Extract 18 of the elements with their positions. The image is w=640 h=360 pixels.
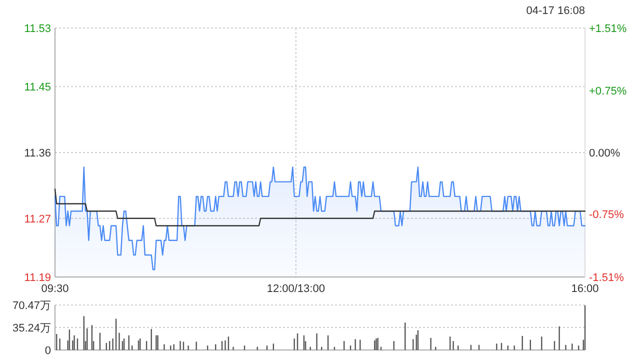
y2-tick-label: +0.75%: [589, 86, 627, 98]
y-tick-label: 0: [44, 344, 51, 357]
y2-tick-label: 0.00%: [589, 147, 620, 160]
y2-tick-label: +1.51%: [589, 22, 627, 35]
y2-tick-label: -1.51%: [589, 272, 624, 284]
y-tick-label: 35.24万: [12, 322, 51, 334]
x-tick-label: 09:30: [41, 283, 69, 295]
x-tick-label: 12:00/13:00: [266, 283, 325, 295]
y-tick-label: 70.47万: [12, 300, 51, 312]
line-series: [54, 188, 586, 226]
text: 04-17 16:08: [526, 5, 585, 17]
y-tick-label: 11.45: [24, 81, 51, 94]
y2-tick-label: -0.75%: [589, 209, 624, 222]
y-tick-label: 11.27: [24, 213, 51, 226]
y-tick-label: 11.36: [24, 147, 51, 160]
x-tick-label: 16:00: [571, 283, 599, 295]
y-tick-label: 11.53: [24, 22, 51, 35]
y-tick-label: 11.19: [24, 272, 51, 284]
